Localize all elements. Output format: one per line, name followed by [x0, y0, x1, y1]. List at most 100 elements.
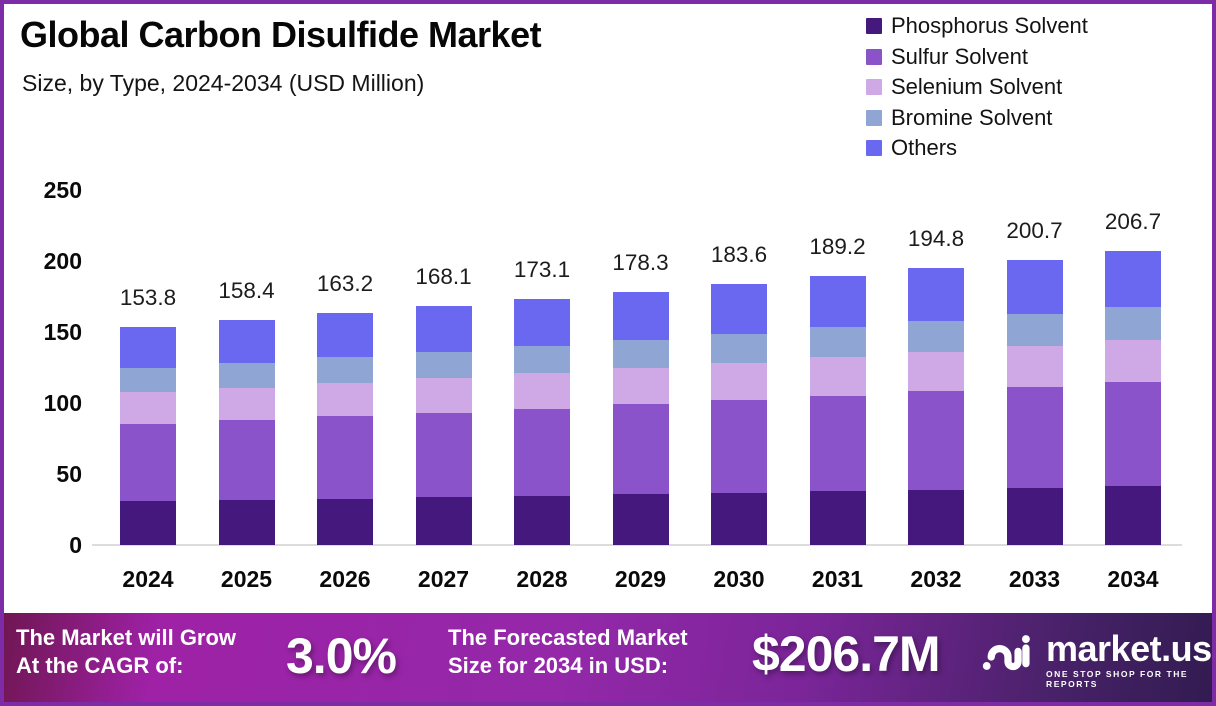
forecast-value: $206.7M — [752, 626, 941, 682]
bar-total-label-2034: 206.7 — [1104, 209, 1162, 235]
cagr-label-line2: At the CAGR of: — [16, 653, 184, 678]
y-axis-tick-100: 100 — [43, 390, 82, 416]
bar-segment-sulfur-solvent-2025 — [218, 420, 275, 500]
bar-segment-phosphorus-solvent-2032 — [908, 489, 964, 545]
legend-item-phosphorus-solvent: Phosphorus Solvent — [866, 11, 1088, 42]
legend-swatch — [866, 79, 882, 96]
y-axis-tick-0: 0 — [69, 532, 82, 558]
bar-total-label-2031: 189.2 — [809, 234, 866, 260]
bar-segment-phosphorus-solvent-2025 — [218, 499, 275, 545]
bar-segment-phosphorus-solvent-2027 — [415, 497, 472, 545]
bar-segment-selenium-solvent-2024 — [120, 392, 176, 424]
bar-segment-sulfur-solvent-2028 — [514, 408, 570, 496]
bar-total-label-2027: 168.1 — [415, 264, 472, 290]
bar-segment-phosphorus-solvent-2030 — [711, 492, 767, 545]
bar-segment-bromine-solvent-2026 — [317, 357, 373, 384]
bar-segment-selenium-solvent-2025 — [218, 387, 275, 421]
x-axis-label-2025: 2025 — [220, 566, 273, 592]
x-axis-label-2032: 2032 — [910, 566, 962, 592]
cagr-label: The Market will Grow At the CAGR of: — [16, 624, 236, 680]
legend-swatch — [866, 109, 882, 126]
bar-segment-sulfur-solvent-2026 — [317, 416, 373, 499]
bar-segment-others-2031 — [809, 276, 866, 328]
cagr-value: 3.0% — [286, 628, 397, 684]
chart-legend: Phosphorus Solvent Sulfur Solvent Selenium… — [866, 11, 1088, 164]
bar-segment-selenium-solvent-2027 — [415, 378, 472, 413]
x-axis-line — [92, 544, 1182, 546]
bar-segment-others-2025 — [218, 320, 275, 363]
x-axis-label-2027: 2027 — [417, 566, 470, 592]
x-axis-label-2030: 2030 — [713, 566, 765, 592]
bar-segment-bromine-solvent-2027 — [415, 351, 472, 379]
legend-label: Sulfur Solvent — [891, 43, 1028, 69]
legend-swatch — [866, 48, 882, 65]
bar-total-label-2029: 178.3 — [612, 249, 669, 275]
x-axis-label-2029: 2029 — [614, 566, 667, 592]
bar-segment-sulfur-solvent-2027 — [415, 412, 472, 498]
bar-segment-phosphorus-solvent-2034 — [1105, 486, 1161, 545]
x-axis-label-2034: 2034 — [1107, 566, 1159, 592]
bar-segment-bromine-solvent-2032 — [908, 320, 964, 352]
bar-total-label-2024: 153.8 — [119, 284, 177, 310]
page-subtitle: Size, by Type, 2024-2034 (USD Million) — [22, 70, 425, 96]
market-us-logo: market.us ONE STOP SHOP FOR THE REPORTS — [980, 629, 1216, 690]
bar-segment-others-2032 — [908, 268, 964, 321]
x-axis-label-2028: 2028 — [516, 566, 568, 592]
legend-item-selenium-solvent: Selenium Solvent — [866, 72, 1088, 103]
bar-segment-selenium-solvent-2031 — [809, 357, 866, 396]
brand-name: market.us — [1046, 628, 1212, 669]
bar-total-label-2030: 183.6 — [710, 242, 768, 268]
bar-segment-phosphorus-solvent-2028 — [514, 495, 570, 545]
bar-segment-selenium-solvent-2028 — [514, 373, 570, 409]
bar-segment-selenium-solvent-2033 — [1006, 346, 1063, 387]
bar-segment-others-2024 — [120, 326, 176, 369]
legend-item-sulfur-solvent: Sulfur Solvent — [866, 42, 1088, 73]
x-axis-label-2026: 2026 — [319, 566, 371, 592]
bar-total-label-2025: 158.4 — [218, 278, 275, 304]
bar-segment-bromine-solvent-2028 — [514, 345, 570, 374]
bar-segment-phosphorus-solvent-2029 — [612, 494, 669, 545]
bar-segment-selenium-solvent-2032 — [908, 351, 964, 392]
bar-segment-phosphorus-solvent-2024 — [120, 501, 176, 545]
bar-segment-selenium-solvent-2029 — [612, 368, 669, 405]
bar-segment-selenium-solvent-2026 — [317, 383, 373, 417]
legend-item-others: Others — [866, 133, 1088, 164]
bar-segment-others-2029 — [612, 291, 669, 340]
bar-segment-others-2027 — [415, 306, 472, 352]
x-axis-label-2031: 2031 — [811, 566, 864, 592]
bar-total-label-2028: 173.1 — [513, 257, 571, 283]
bar-total-label-2033: 200.7 — [1006, 218, 1063, 243]
footer-banner: The Market will Grow At the CAGR of: 3.0… — [0, 613, 1216, 706]
bar-segment-others-2026 — [317, 313, 373, 358]
forecast-label: The Forecasted Market Size for 2034 in U… — [448, 624, 688, 680]
x-axis-label-2033: 2033 — [1008, 566, 1061, 592]
forecast-label-line1: The Forecasted Market — [448, 625, 688, 650]
brand-tagline: ONE STOP SHOP FOR THE REPORTS — [1046, 669, 1189, 689]
y-axis-tick-200: 200 — [43, 248, 82, 274]
bar-segment-others-2033 — [1006, 260, 1063, 315]
bar-segment-bromine-solvent-2025 — [218, 362, 275, 388]
forecast-label-line2: Size for 2034 in USD: — [448, 653, 669, 678]
bar-total-label-2032: 194.8 — [907, 226, 965, 252]
bar-segment-sulfur-solvent-2030 — [711, 400, 767, 493]
bar-segment-others-2030 — [711, 284, 767, 334]
bar-segment-sulfur-solvent-2032 — [908, 391, 964, 490]
bar-segment-bromine-solvent-2024 — [120, 368, 176, 393]
bar-segment-phosphorus-solvent-2026 — [317, 498, 373, 545]
bar-segment-sulfur-solvent-2029 — [612, 404, 669, 495]
bar-segment-sulfur-solvent-2024 — [120, 423, 176, 502]
legend-item-bromine-solvent: Bromine Solvent — [866, 103, 1088, 134]
bar-segment-bromine-solvent-2033 — [1006, 314, 1063, 347]
bar-segment-selenium-solvent-2030 — [711, 362, 767, 401]
bar-segment-phosphorus-solvent-2033 — [1006, 488, 1063, 545]
page-title: Global Carbon Disulfide Market — [20, 14, 542, 55]
legend-label: Bromine Solvent — [891, 104, 1053, 130]
bar-segment-selenium-solvent-2034 — [1105, 340, 1161, 383]
bar-segment-others-2034 — [1105, 251, 1161, 308]
legend-swatch — [866, 18, 882, 35]
legend-label: Selenium Solvent — [891, 74, 1063, 100]
legend-swatch — [866, 140, 882, 157]
y-axis-tick-50: 50 — [56, 461, 82, 487]
y-axis-tick-250: 250 — [43, 177, 82, 203]
y-axis-tick-150: 150 — [43, 319, 82, 345]
